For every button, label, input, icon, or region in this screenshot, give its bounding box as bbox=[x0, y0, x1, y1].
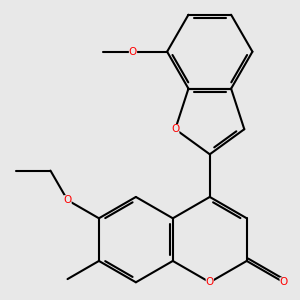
Text: O: O bbox=[280, 277, 288, 287]
Text: O: O bbox=[206, 277, 214, 287]
Text: O: O bbox=[63, 195, 72, 205]
Text: O: O bbox=[129, 47, 137, 57]
Text: O: O bbox=[171, 124, 179, 134]
